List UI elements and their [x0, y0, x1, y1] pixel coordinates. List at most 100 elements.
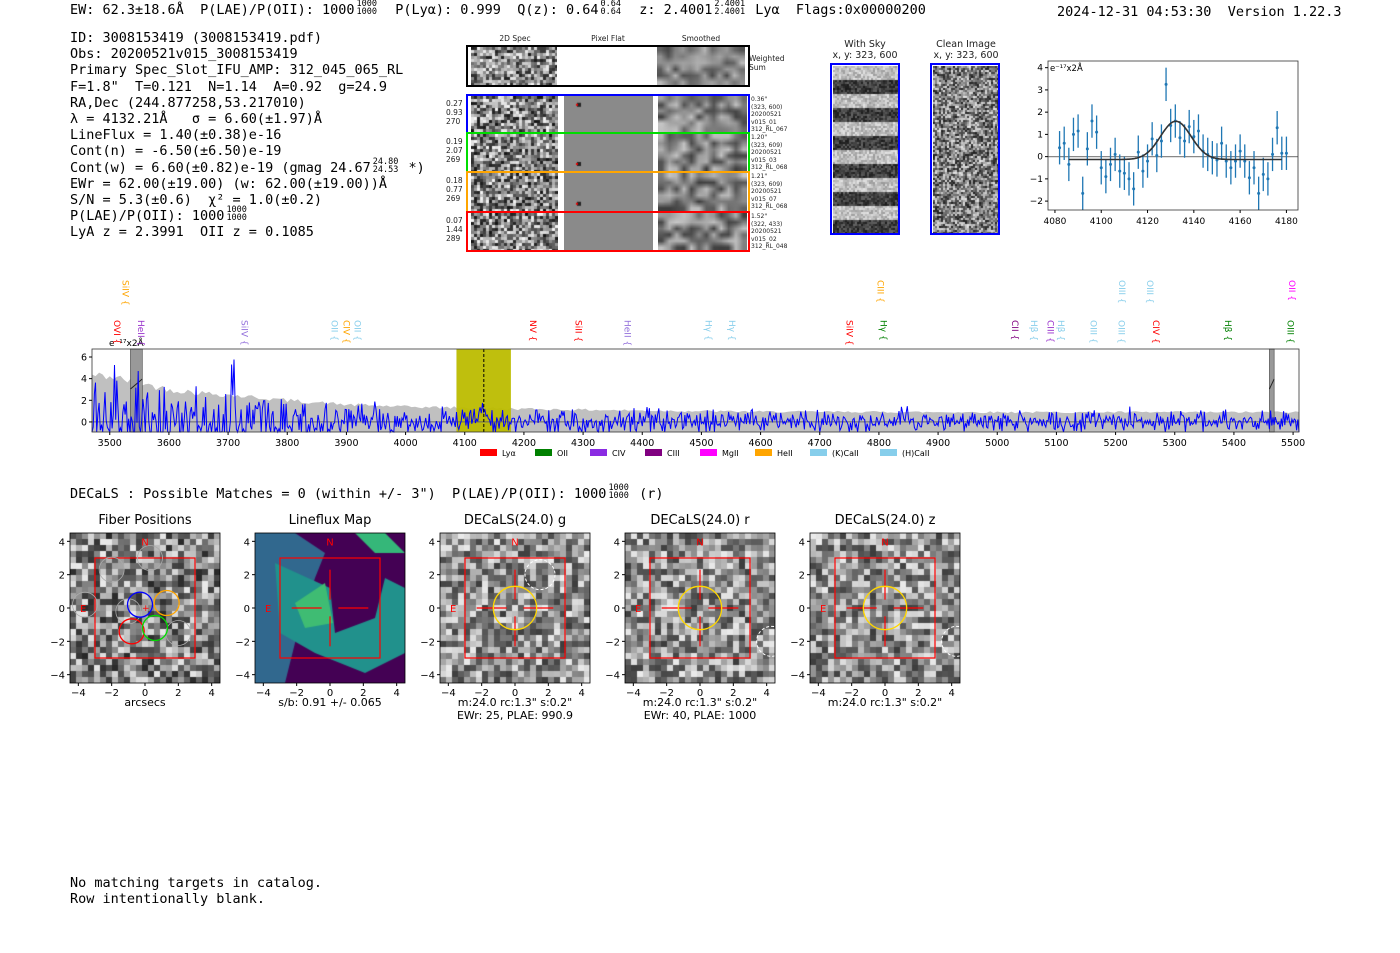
- x-tick-label: 4200: [512, 438, 536, 449]
- info-lineflux: LineFlux = 1.40(±0.38)e-16: [70, 127, 282, 144]
- east-label: E: [80, 604, 86, 615]
- y-tick-label: 4: [429, 537, 435, 548]
- plae-range: 1000 1000: [357, 0, 377, 16]
- x-tick-label: 5400: [1222, 438, 1246, 449]
- y-tick-label: 2: [614, 571, 620, 582]
- y-tick-label: 2: [59, 571, 65, 582]
- fiber-row-stats: 0.07 1.44 289: [446, 216, 463, 243]
- data-point: [1104, 175, 1108, 179]
- gmag-lo: 24.53: [372, 164, 399, 175]
- y-tick-label: −4: [605, 671, 620, 682]
- x-tick-label: 5100: [1044, 438, 1068, 449]
- x-tick-label: 4900: [926, 438, 950, 449]
- line-marker-label: OII {: [352, 320, 362, 341]
- legend-label: (H)CaII: [902, 449, 929, 458]
- line-marker-label: OIII {: [1088, 320, 1098, 344]
- y-tick-label: 0: [429, 604, 435, 615]
- north-label: N: [881, 537, 888, 548]
- data-point: [1196, 129, 1200, 133]
- z-lo: 2.4001: [714, 7, 746, 17]
- y-tick-label: −2: [1030, 197, 1043, 207]
- panel-xlabel: m:24.0 rc:1.3" s:0.2": [457, 696, 573, 709]
- legend-label: CIV: [612, 449, 626, 458]
- data-point: [1266, 177, 1270, 181]
- line-marker-label: NV {: [527, 320, 537, 341]
- x-tick-label: 3700: [216, 438, 240, 449]
- x-tick-label: 4: [763, 688, 769, 699]
- line-marker-label: CIII {: [1045, 320, 1055, 343]
- legend-label: Lyα: [502, 449, 516, 458]
- data-point: [1099, 166, 1103, 170]
- x-tick-label: 4180: [1275, 217, 1298, 227]
- x-tick-label: 2: [730, 688, 736, 699]
- footer-line-2: Row intentionally blank.: [70, 890, 266, 907]
- qz-lo: 0.64: [600, 7, 621, 17]
- x-tick-label: 3500: [98, 438, 122, 449]
- data-point: [1146, 159, 1150, 163]
- fiber-circle: [98, 556, 125, 583]
- y-tick-label: −4: [235, 671, 250, 682]
- legend-swatch: [645, 449, 662, 456]
- line-fit-plot: 4080 4100 4120 4140 4160 4180 −2 −1 0 1 2 3 4 e⁻¹⁷x2Å: [1030, 60, 1299, 227]
- x-tick-label: 4: [393, 688, 399, 699]
- decals-plae-lo: 1000: [608, 491, 629, 501]
- plot-frame: [1047, 60, 1299, 211]
- panel-xlabel: m:24.0 rc:1.3" s:0.2": [642, 696, 758, 709]
- y-tick-label: 2: [1037, 108, 1043, 118]
- x-tick-label: −4: [71, 688, 86, 699]
- catalog-source-circle: [524, 559, 556, 591]
- row-2dspec: [471, 134, 558, 171]
- panel-title: DECaLS(24.0) z: [834, 513, 936, 528]
- y-unit-label: e⁻¹⁷x2Å: [109, 337, 145, 349]
- y-tick-label: 3: [1037, 86, 1043, 96]
- fiber-circle-highlighted: [141, 614, 169, 642]
- line-marker-label: HeII {: [135, 320, 145, 346]
- east-label: E: [635, 604, 641, 615]
- x-tick-label: −2: [844, 688, 859, 699]
- x-tick-label: −2: [104, 688, 119, 699]
- north-label: N: [141, 537, 148, 548]
- info-redshifts: LyA z = 2.3991 OII z = 0.1085: [70, 224, 314, 241]
- weighted-smoothed: [657, 47, 745, 85]
- fiber-row-info: 1.52" (322, 433) 20200521 v015_02 312_RL…: [751, 213, 788, 251]
- ew-value: EW: 62.3±18.6Å: [70, 2, 184, 18]
- y-tick-label: −2: [50, 637, 65, 648]
- y-tick-label: −2: [605, 637, 620, 648]
- x-tick-label: 4100: [453, 438, 477, 449]
- line-marker-label: SiIV {: [843, 320, 853, 346]
- y-tick-label: 0: [59, 604, 65, 615]
- x-tick-label: 5300: [1163, 438, 1187, 449]
- x-tick-label: 4: [578, 688, 584, 699]
- plae-hi: 1000: [356, 0, 377, 9]
- info-contn: Cont(n) = -6.50(±6.50)e-19: [70, 143, 282, 160]
- data-point: [1243, 159, 1247, 163]
- data-point: [1234, 159, 1237, 163]
- line-marker-label: OIII {: [1116, 320, 1126, 344]
- aperture-box: [94, 557, 196, 659]
- data-point: [1081, 191, 1085, 195]
- panel-overlay: N E −4 −4 −2 −2 0 0 2 2 4 4: [420, 532, 591, 699]
- north-label: N: [511, 537, 518, 548]
- info-primary: Primary Spec_Slot_IFU_AMP: 312_045_065_R…: [70, 62, 404, 79]
- data-point: [1076, 129, 1080, 133]
- col-title-2dspec: 2D Spec: [499, 34, 531, 43]
- line-marker-label: OIII {: [1285, 320, 1295, 344]
- gmag-range: 24.80 24.53: [372, 157, 399, 175]
- fiber-circle-highlighted: [126, 591, 154, 618]
- y-tick-label: −1: [1030, 175, 1043, 185]
- contw-tail: *): [400, 159, 425, 176]
- flux-line: [91, 359, 1300, 434]
- data-point: [1150, 137, 1154, 141]
- y-tick-label: −4: [420, 671, 435, 682]
- row-pixelflat: [564, 134, 653, 171]
- y-tick-label: 1: [1037, 130, 1043, 140]
- legend-swatch: [880, 449, 897, 456]
- data-point: [1261, 172, 1265, 176]
- info-plae: P(LAE)/P(OII): 1000 1000 1000: [70, 206, 425, 224]
- z-value: z: 2.4001: [639, 2, 713, 18]
- clean-image-frame: [930, 63, 1000, 235]
- line-id: Lyα: [755, 2, 780, 18]
- info-plae-range: 1000 1000: [226, 206, 246, 223]
- panel-overlay: N E −4 −4 −2 −2 0 0 2 2 4 4: [235, 532, 406, 699]
